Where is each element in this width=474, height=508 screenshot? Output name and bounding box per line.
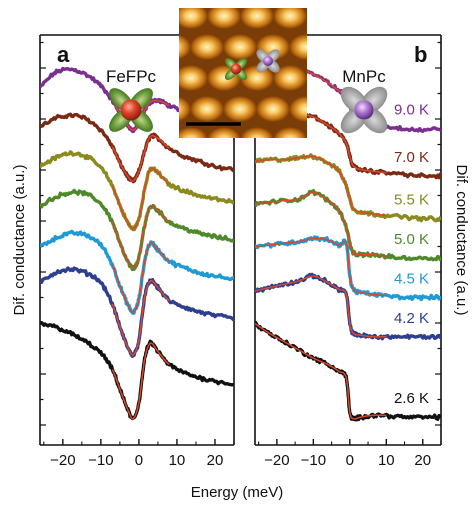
x-tick-label: −10 <box>88 452 113 469</box>
x-tick-label: −20 <box>264 452 289 469</box>
inset-topography-spot <box>190 34 224 60</box>
y-axis-label-left: Dif. conductance (a.u.) <box>11 165 28 316</box>
fit-line <box>255 237 387 297</box>
panel-b-y-ticks <box>435 41 441 426</box>
inset-topography-spot <box>190 96 224 122</box>
inset-topography-spot <box>179 127 208 138</box>
inset-topography-spot <box>306 11 307 21</box>
panel-letter-a: a <box>57 42 70 67</box>
mnpc-molecule-icon <box>340 86 388 134</box>
series-line-50K <box>40 188 234 272</box>
x-tick-label: 20 <box>207 452 224 469</box>
temperature-label: 4.5 K <box>394 270 429 287</box>
x-tick-label: 0 <box>135 452 143 469</box>
series-line-42K <box>40 266 234 358</box>
inset-topography-spot <box>179 34 191 60</box>
inset-topography-spot <box>179 96 191 122</box>
inset-topography-spot <box>207 8 241 29</box>
panel-a-y-ticks <box>40 41 46 426</box>
fit-line <box>111 279 170 356</box>
inset-topography-spot <box>240 8 274 29</box>
temperature-label: 4.2 K <box>394 310 429 327</box>
temperature-labels: 9.0 K 7.0 K 5.5 K 5.0 K 4.5 K 4.2 K 2.6 K <box>394 101 429 407</box>
inset-topography-spot <box>306 73 307 83</box>
molecule-label-fefpc: FeFPc <box>106 67 157 86</box>
inset-topography-spot <box>289 34 307 60</box>
fefpc-molecule-icon <box>109 88 153 132</box>
series-line-26K <box>40 321 234 421</box>
inset-topography-spot <box>322 34 356 60</box>
panel-a-curves <box>40 66 234 421</box>
panel-letter-b: b <box>414 42 427 67</box>
inset-fefpc-icon <box>224 57 248 81</box>
fit-line <box>255 191 387 258</box>
temperature-label: 9.0 K <box>394 101 429 118</box>
stm-topography-inset <box>141 3 356 138</box>
x-tick-label: 10 <box>378 452 395 469</box>
fit-line <box>111 134 170 182</box>
fit-line <box>111 342 170 420</box>
temperature-label: 7.0 K <box>394 149 429 166</box>
inset-topography-spot <box>179 65 208 91</box>
fit-line <box>111 167 170 230</box>
temperature-label: 2.6 K <box>394 390 429 407</box>
fit-line <box>111 205 170 269</box>
temperature-label: 5.0 K <box>394 231 429 248</box>
inset-topography-spot <box>207 127 241 138</box>
inset-topography-spot <box>273 127 307 138</box>
panel-a-x-axis: −20 −10 0 10 20 <box>43 439 235 469</box>
series-line-45K <box>40 229 234 315</box>
x-axis-label: Energy (meV) <box>191 484 284 501</box>
y-axis-label-right: Dif. conductance (a.u.) <box>453 165 470 316</box>
fit-line <box>111 242 170 314</box>
inset-mnpc-icon <box>256 49 280 73</box>
fit-line <box>255 322 387 420</box>
inset-topography-spot <box>223 34 257 60</box>
x-tick-label: −10 <box>301 452 326 469</box>
inset-topography-spot <box>179 8 208 29</box>
x-tick-label: 0 <box>346 452 354 469</box>
inset-topography-spot <box>273 8 307 29</box>
inset-topography-spot <box>273 65 307 91</box>
inset-topography-spot <box>240 65 274 91</box>
panel-b-x-axis: −20 −10 0 10 20 <box>258 439 442 469</box>
fit-line <box>255 275 387 338</box>
molecule-label-mnpc: MnPc <box>342 67 386 86</box>
inset-topography-spot <box>240 127 274 138</box>
x-tick-label: 10 <box>169 452 186 469</box>
fit-line <box>255 155 387 217</box>
temperature-label: 5.5 K <box>394 192 429 209</box>
x-tick-label: −20 <box>50 452 75 469</box>
inset-topography-spot <box>289 96 307 122</box>
inset-topography-spot <box>306 135 307 138</box>
x-tick-label: 20 <box>414 452 431 469</box>
inset-topography-spot <box>256 96 290 122</box>
inset-topography-spot <box>223 96 257 122</box>
inset-topography-spot <box>141 3 175 29</box>
